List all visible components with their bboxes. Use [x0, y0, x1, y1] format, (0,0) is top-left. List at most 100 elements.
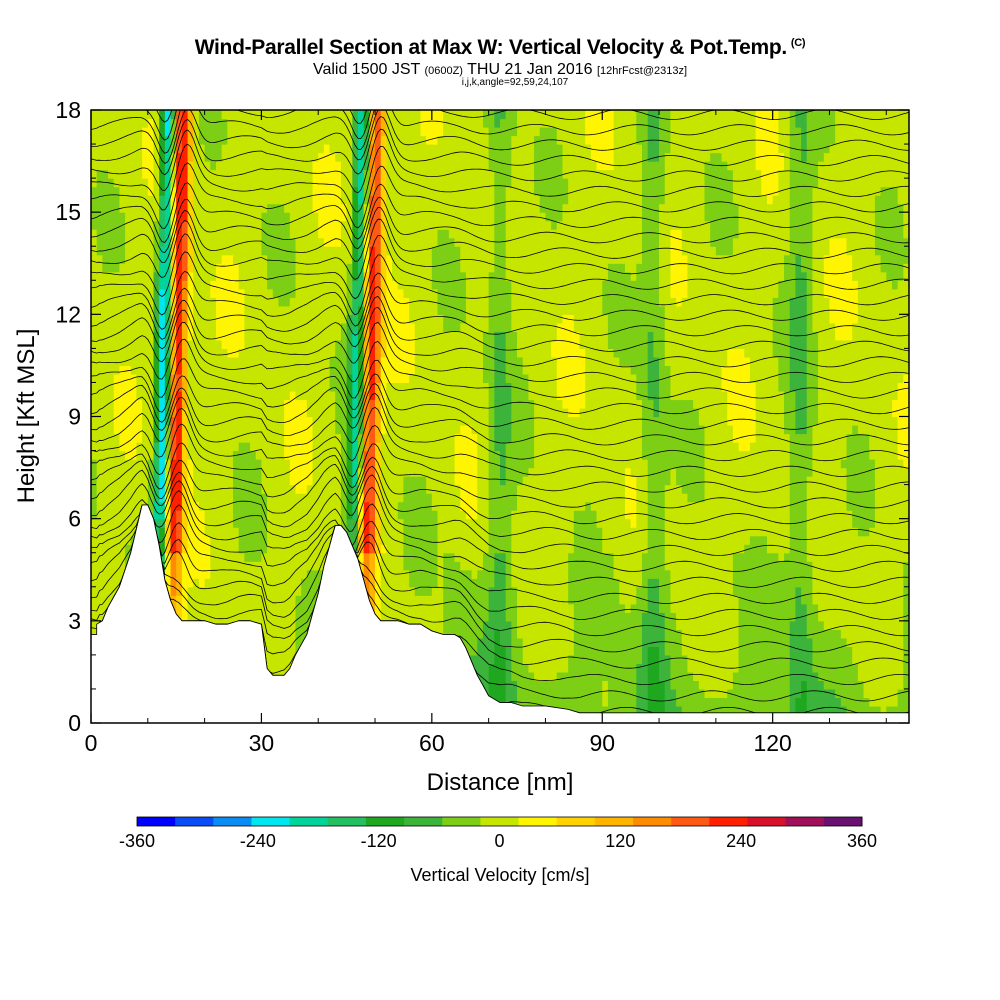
velocity-cell — [306, 220, 314, 230]
velocity-cell — [91, 348, 98, 358]
velocity-cell — [465, 637, 473, 647]
velocity-cell — [210, 382, 217, 392]
velocity-cell — [414, 603, 422, 613]
velocity-cell — [357, 152, 365, 162]
velocity-cell — [244, 373, 251, 384]
velocity-cell — [340, 348, 348, 358]
velocity-cell — [301, 569, 308, 579]
velocity-cell — [420, 229, 427, 239]
velocity-cell — [301, 442, 308, 452]
velocity-cell — [335, 254, 342, 264]
velocity-cell — [96, 501, 103, 511]
velocity-cell — [392, 501, 399, 511]
velocity-cell — [346, 203, 353, 213]
velocity-cell — [414, 586, 422, 596]
velocity-cell — [244, 578, 251, 588]
velocity-cell — [318, 237, 325, 247]
velocity-cell — [210, 407, 217, 418]
velocity-cell — [176, 152, 183, 162]
velocity-cell — [91, 620, 98, 630]
velocity-cell — [181, 339, 189, 349]
velocity-cell — [426, 161, 433, 171]
velocity-cell — [409, 118, 416, 128]
velocity-cell — [403, 237, 410, 247]
velocity-cell — [108, 203, 115, 213]
velocity-cell — [437, 305, 444, 315]
velocity-cell — [454, 288, 461, 298]
velocity-cell — [238, 561, 245, 571]
velocity-cell — [460, 603, 467, 613]
velocity-cell — [159, 280, 166, 290]
velocity-cell — [375, 246, 382, 256]
velocity-cell — [261, 152, 268, 162]
velocity-cell — [125, 110, 132, 120]
velocity-cell — [284, 407, 291, 418]
velocity-cell — [238, 382, 245, 392]
velocity-cell — [414, 263, 422, 273]
velocity-cell — [397, 118, 405, 128]
velocity-cell — [357, 442, 365, 452]
velocity-cell — [352, 450, 359, 460]
velocity-cell — [443, 135, 450, 145]
velocity-cell — [318, 382, 325, 392]
velocity-cell — [397, 612, 405, 622]
velocity-cell — [289, 246, 297, 256]
velocity-cell — [261, 629, 268, 639]
velocity-cell — [238, 280, 245, 290]
velocity-cell — [215, 433, 223, 443]
velocity-cell — [193, 331, 200, 341]
velocity-cell — [369, 322, 376, 332]
velocity-cell — [397, 314, 405, 324]
velocity-cell — [454, 356, 461, 367]
velocity-cell — [238, 578, 245, 588]
velocity-cell — [380, 484, 387, 494]
velocity-cell — [250, 322, 257, 332]
velocity-cell — [227, 127, 234, 137]
velocity-cell — [125, 356, 132, 367]
velocity-cell — [108, 305, 115, 315]
velocity-cell — [153, 271, 160, 281]
velocity-cell — [312, 501, 319, 511]
velocity-cell — [352, 518, 359, 528]
velocity-cell — [323, 339, 331, 349]
velocity-cell — [306, 382, 314, 392]
velocity-cell — [261, 620, 268, 630]
velocity-cell — [227, 271, 234, 281]
velocity-cell — [159, 135, 166, 145]
velocity-cell — [113, 416, 120, 426]
velocity-cell — [261, 373, 268, 384]
velocity-cell — [159, 442, 166, 452]
velocity-cell — [295, 552, 302, 562]
velocity-cell — [272, 552, 280, 562]
velocity-cell — [465, 646, 473, 656]
velocity-cell — [477, 552, 484, 562]
velocity-cell — [380, 518, 387, 528]
velocity-cell — [130, 459, 138, 469]
velocity-cell — [284, 425, 291, 435]
velocity-cell — [312, 459, 319, 469]
velocity-cell — [102, 527, 109, 537]
velocity-cell — [210, 135, 217, 145]
velocity-cell — [397, 203, 405, 213]
velocity-cell — [420, 518, 427, 528]
velocity-cell — [176, 527, 183, 537]
velocity-cell — [108, 399, 115, 409]
velocity-cell — [215, 169, 223, 179]
velocity-cell — [352, 399, 359, 409]
velocity-cell — [250, 467, 257, 477]
velocity-cell — [244, 595, 251, 605]
velocity-cell — [284, 152, 291, 162]
velocity-cell — [136, 144, 143, 154]
velocity-cell — [233, 144, 240, 154]
velocity-cell — [159, 476, 166, 486]
velocity-cell — [471, 186, 478, 196]
velocity-cell — [193, 501, 200, 511]
velocity-cell — [335, 416, 342, 426]
velocity-cell — [193, 569, 200, 579]
velocity-cell — [193, 407, 200, 418]
velocity-cell — [244, 399, 251, 409]
velocity-cell — [471, 382, 478, 392]
velocity-cell — [238, 339, 245, 349]
velocity-cell — [426, 356, 433, 367]
velocity-cell — [210, 220, 217, 230]
